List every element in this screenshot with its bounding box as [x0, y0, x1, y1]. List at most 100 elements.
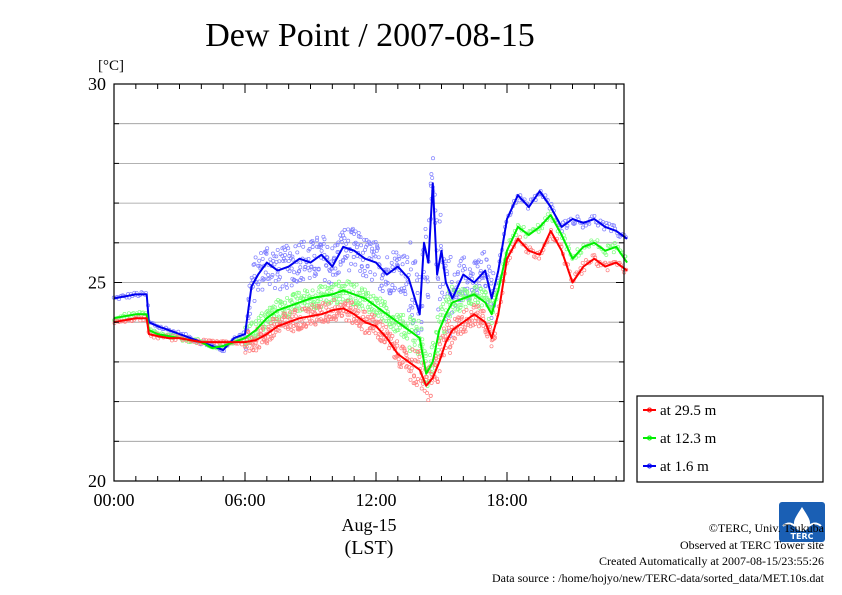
- scatter-point: [385, 281, 390, 285]
- scatter-point: [301, 244, 306, 249]
- scatter-point: [481, 309, 486, 314]
- scatter-point: [288, 324, 292, 329]
- scatter-point: [376, 255, 381, 260]
- scatter-point: [605, 268, 610, 273]
- scatter-point: [275, 272, 280, 277]
- scatter-point: [260, 287, 265, 292]
- scatter-point: [438, 312, 443, 317]
- scatter-point: [442, 294, 447, 299]
- scatter-point: [414, 272, 419, 277]
- scatter-point: [349, 261, 354, 266]
- scatter-point: [312, 253, 317, 258]
- scatter-point: [386, 346, 391, 351]
- scatter-point: [293, 314, 298, 319]
- scatter-point: [285, 315, 290, 320]
- scatter-point: [336, 293, 341, 298]
- scatter-point: [412, 342, 417, 347]
- scatter-point: [260, 340, 265, 345]
- scatter-point: [344, 248, 349, 253]
- scatter-point: [316, 267, 321, 272]
- scatter-point: [446, 319, 451, 323]
- scatter-point: [307, 275, 312, 280]
- scatter-point: [604, 252, 609, 257]
- scatter-point: [325, 286, 330, 290]
- scatter-point: [443, 334, 448, 339]
- scatter-point: [412, 338, 417, 343]
- scatter-point: [417, 354, 422, 359]
- scatter-point: [358, 323, 362, 328]
- scatter-point: [388, 331, 393, 336]
- scatter-point: [332, 296, 336, 301]
- scatter-point: [564, 225, 569, 230]
- scatter-point: [271, 259, 276, 263]
- scatter-point: [329, 259, 334, 264]
- scatter-point: [463, 304, 468, 309]
- scatter-point: [440, 313, 445, 318]
- scatter-point: [416, 331, 421, 335]
- scatter-point: [353, 305, 358, 310]
- scatter-point: [446, 259, 451, 263]
- scatter-point: [347, 280, 352, 284]
- scatter-point: [410, 347, 415, 352]
- scatter-point: [347, 318, 351, 323]
- scatter-point: [405, 260, 410, 265]
- scatter-point: [358, 298, 363, 303]
- scatter-point: [375, 243, 380, 248]
- scatter-point: [274, 254, 279, 259]
- scatter-point: [290, 254, 295, 259]
- scatter-point: [303, 288, 307, 293]
- scatter-point: [549, 202, 554, 206]
- scatter-point: [486, 264, 491, 269]
- legend: at 29.5 m at 12.3 m at 1.6 m: [636, 395, 824, 483]
- scatter-point: [302, 293, 306, 298]
- scatter-point: [536, 229, 541, 234]
- scatter-point: [265, 311, 270, 316]
- scatter-point: [435, 380, 440, 385]
- scatter-point: [354, 245, 359, 250]
- y-axis-unit-label: [°C]: [98, 58, 124, 74]
- scatter-point: [374, 296, 379, 301]
- scatter-point: [431, 156, 435, 161]
- scatter-point: [260, 326, 265, 331]
- scatter-point: [312, 307, 317, 312]
- scatter-point: [428, 353, 433, 358]
- scatter-point: [414, 359, 419, 364]
- scatter-point: [277, 259, 282, 264]
- scatter-point: [473, 322, 478, 326]
- scatter-point: [385, 329, 390, 334]
- scatter-point: [340, 240, 345, 245]
- scatter-point: [374, 321, 379, 326]
- scatter-point: [448, 350, 452, 355]
- scatter-point: [394, 250, 399, 255]
- scatter-point: [460, 315, 465, 320]
- scatter-point: [378, 296, 383, 301]
- scatter-point: [584, 258, 588, 263]
- scatter-point: [487, 268, 492, 273]
- scatter-point: [359, 321, 364, 326]
- scatter-point: [445, 322, 450, 327]
- scatter-point: [315, 238, 319, 243]
- scatter-point: [340, 297, 345, 302]
- scatter-point: [369, 277, 374, 282]
- scatter-point: [359, 327, 364, 332]
- scatter-point: [580, 260, 585, 265]
- scatter-point: [476, 304, 481, 309]
- scatter-point: [579, 250, 584, 255]
- scatter-point: [278, 275, 282, 280]
- scatter-point: [464, 289, 469, 294]
- scatter-point: [259, 311, 264, 316]
- scatter-point: [347, 268, 352, 273]
- scatter-point: [409, 366, 414, 371]
- scatter-point: [259, 251, 263, 256]
- scatter-point: [426, 398, 431, 403]
- x-tick-label: 12:00: [355, 490, 396, 510]
- scatter-point: [400, 360, 405, 365]
- scatter-point: [334, 313, 339, 318]
- scatter-point: [396, 357, 401, 362]
- scatter-point: [301, 239, 306, 244]
- scatter-point: [368, 326, 373, 331]
- logo-text: TERC: [791, 532, 814, 541]
- scatter-point: [378, 319, 383, 324]
- scatter-point: [354, 282, 359, 287]
